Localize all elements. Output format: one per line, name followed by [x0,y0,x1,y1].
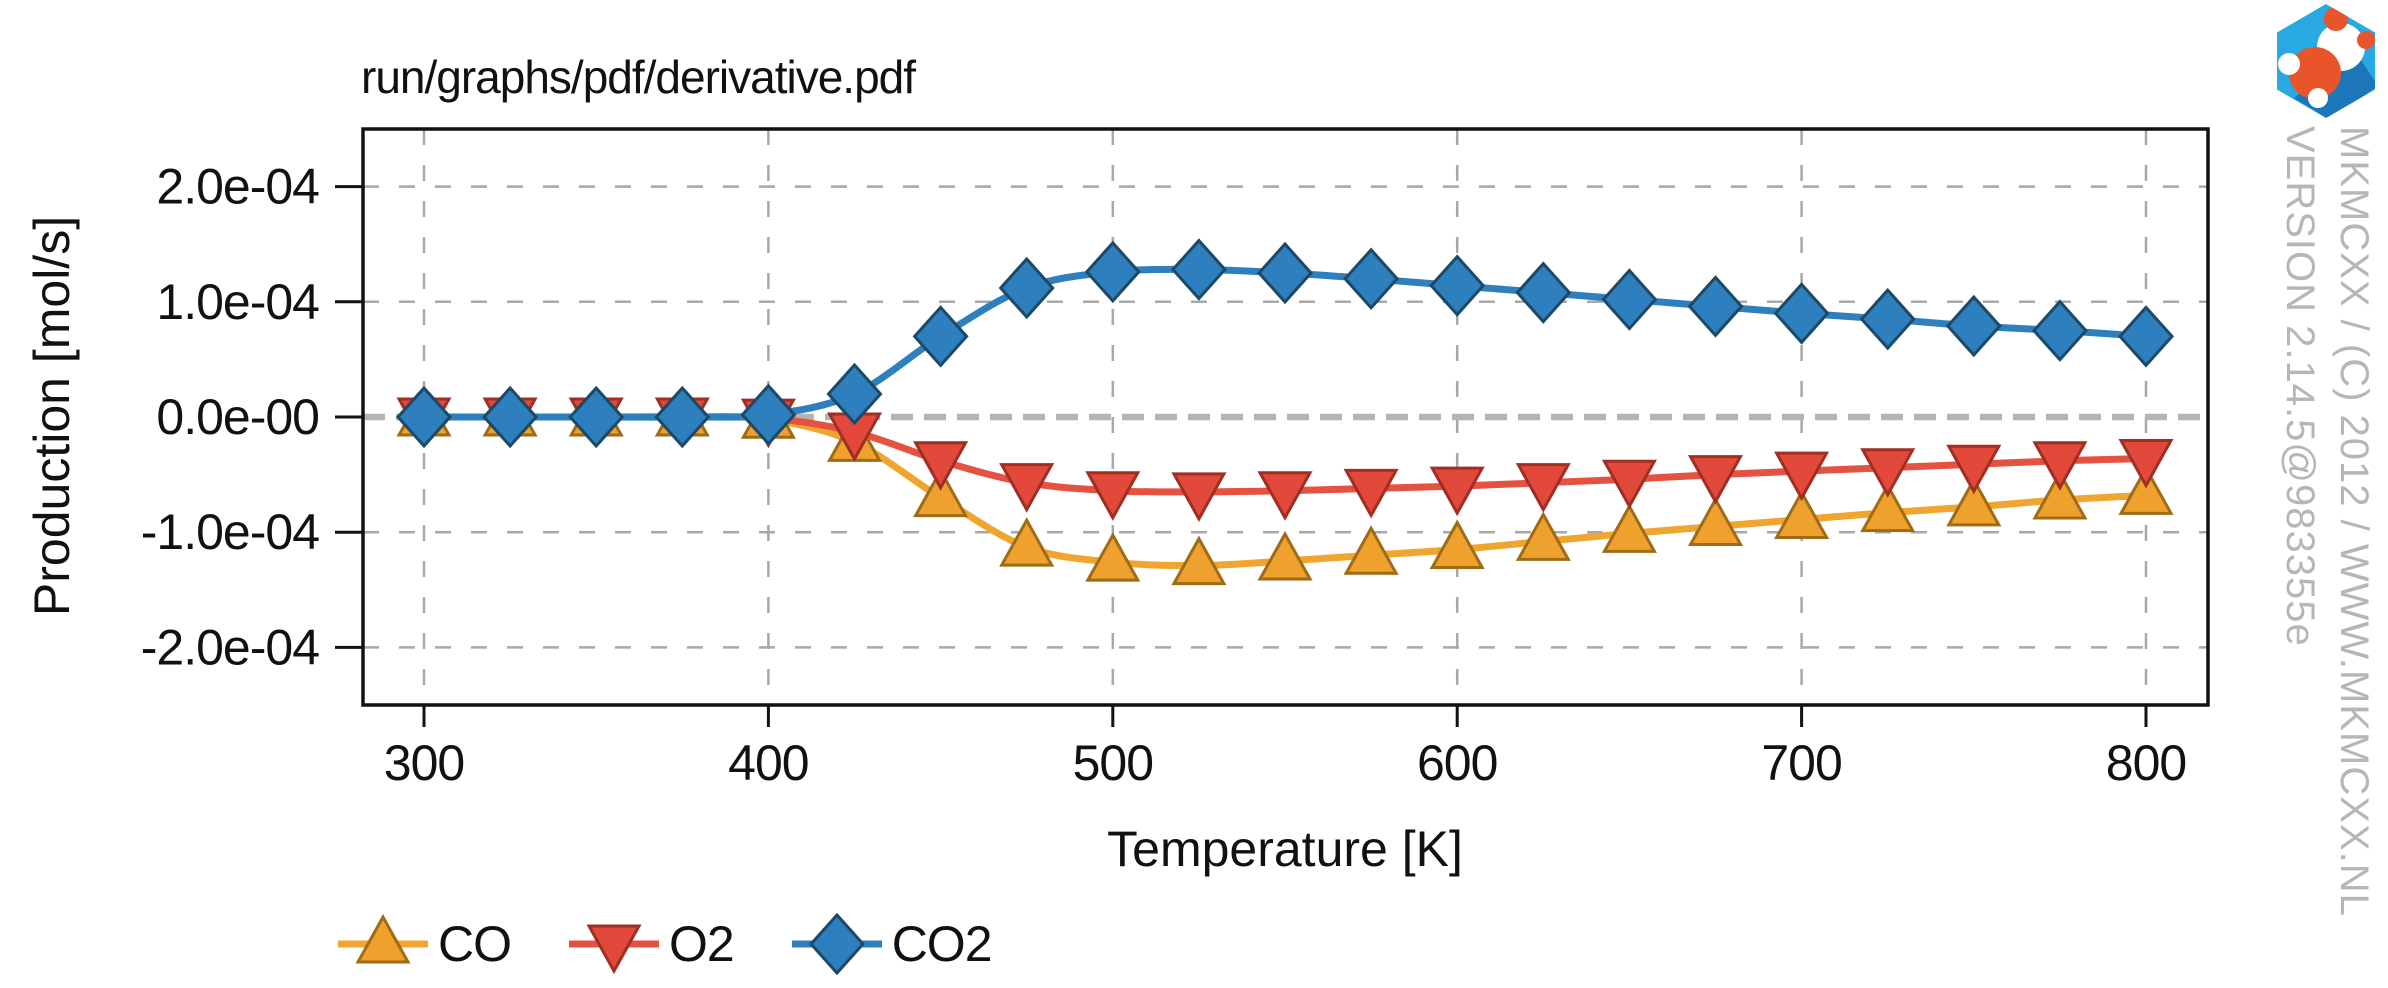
marker-O2-625 [1515,463,1571,513]
marker-O2-600 [1429,466,1485,517]
marker-CO-500 [1085,532,1141,582]
marker-O2-500 [1085,471,1141,521]
y-tick-label--1.0e-04: -1.0e-04 [141,504,319,560]
mkmcxx-logo-icon [2277,4,2375,118]
legend-marker-CO2-icon [791,912,882,976]
marker-CO2-525 [1170,238,1227,301]
marker-CO2-625 [1515,261,1572,324]
plot-frame [361,127,2210,707]
marker-O2-775 [2032,441,2088,491]
marker-CO2-300 [395,385,453,449]
marker-CO2-725 [1859,287,1916,351]
legend-label-O2: O2 [669,916,735,972]
legend-marker-O2-icon [569,924,659,975]
marker-CO-575 [1343,525,1399,575]
legend-item-CO: CO [338,908,512,980]
marker-CO2-650 [1601,268,1658,331]
x-tick-label-700: 700 [1761,735,1841,791]
y-tick-label-2.0e-04: 2.0e-04 [156,159,319,215]
marker-CO-550 [1257,530,1313,581]
marker-O2-575 [1343,468,1399,519]
legend: CO O2 CO2 [338,908,993,980]
x-tick-label-400: 400 [728,735,808,791]
watermark-copyright: MKMCXX / (C) 2012 / WWW.MKMCXX.NL [2332,126,2376,917]
marker-CO2-800 [2117,305,2175,368]
marker-CO2-775 [2031,299,2088,362]
legend-item-O2: O2 [569,908,735,980]
x-tick-label-600: 600 [1417,735,1497,791]
y-tick-label-0.0e-00: 0.0e-00 [156,389,319,445]
marker-O2-700 [1774,451,1830,502]
marker-O2-475 [999,463,1055,513]
x-tick-label-500: 500 [1073,735,1153,791]
x-tick-label-800: 800 [2106,735,2186,791]
marker-CO-650 [1601,503,1657,553]
marker-CO2-600 [1429,254,1486,317]
chart-title: run/graphs/pdf/derivative.pdf [361,51,916,103]
x-tick-label-300: 300 [384,735,464,791]
y-tick-label-1.0e-04: 1.0e-04 [156,274,319,330]
marker-O2-675 [1687,455,1744,505]
y-tick-label--2.0e-04: -2.0e-04 [141,619,319,675]
legend-marker-shape-O2 [586,924,642,975]
marker-O2-650 [1601,459,1657,510]
watermark-version: VERSION 2.14.5@983355e [2278,126,2322,647]
legend-label-CO: CO [438,916,512,972]
marker-O2-800 [2118,438,2174,489]
marker-CO-800 [2118,465,2174,515]
marker-CO2-700 [1773,282,1830,345]
marker-CO-625 [1515,511,1571,561]
x-axis-label: Temperature [K] [1107,821,1463,877]
marker-O2-450 [913,441,969,491]
marker-CO-775 [2032,469,2088,520]
marker-CO-725 [1860,482,1916,533]
marker-CO-475 [999,517,1055,567]
marker-CO-675 [1687,496,1744,546]
marker-O2-525 [1171,472,1227,522]
marker-O2-750 [1946,444,2002,495]
marker-CO2-450 [912,305,969,368]
marker-CO2-350 [568,385,625,449]
marker-CO2-750 [1945,294,2002,358]
marker-CO2-550 [1256,241,1314,305]
marker-O2-725 [1860,448,1916,498]
marker-CO2-400 [740,383,797,446]
marker-CO2-425 [826,362,883,426]
marker-CO2-575 [1343,247,1400,311]
marker-CO-525 [1171,535,1227,586]
marker-CO2-475 [998,256,1055,320]
marker-CO2-325 [482,385,539,449]
marker-CO-600 [1429,519,1485,569]
marker-CO2-375 [654,385,711,449]
marker-CO-750 [1946,476,2002,527]
marker-CO2-500 [1084,240,1141,304]
legend-marker-shape-CO2 [808,912,865,976]
marker-CO-700 [1774,489,1830,540]
legend-marker-CO-icon [338,913,428,964]
marker-O2-550 [1257,471,1313,521]
marker-CO2-675 [1687,275,1744,338]
marker-CO-450 [913,467,969,518]
legend-label-CO2: CO2 [891,916,993,972]
legend-marker-shape-CO [355,913,411,964]
y-axis-label: Production [mol/s] [24,215,80,617]
legend-item-CO2: CO2 [791,908,993,980]
